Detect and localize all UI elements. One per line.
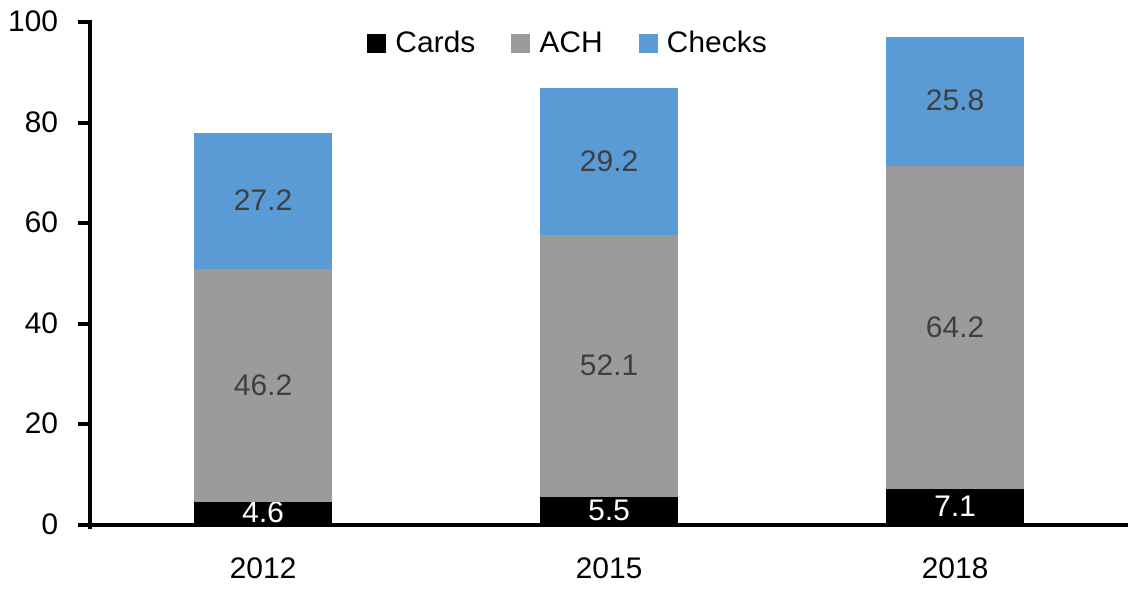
x-tick-label: 2012 xyxy=(229,552,297,585)
legend: Cards ACH Checks xyxy=(0,26,1134,60)
y-tick-label: 100 xyxy=(7,5,58,38)
legend-swatch-checks xyxy=(638,33,658,53)
bar-segment-ach-2018 xyxy=(886,166,1024,490)
legend-item-cards: Cards xyxy=(367,26,475,60)
legend-item-ach: ACH xyxy=(511,26,603,60)
bar-value-label-checks-2015: 29.2 xyxy=(579,144,639,178)
bar-value-label-checks-2012: 27.2 xyxy=(233,184,293,218)
bar-segment-ach-2012 xyxy=(194,269,332,502)
bar-segment-checks-2018 xyxy=(886,36,1024,167)
bar-value-label-ach-2015: 52.1 xyxy=(579,349,639,383)
x-tick-label: 2018 xyxy=(921,552,989,585)
bar-segment-ach-2015 xyxy=(540,235,678,498)
legend-label: Cards xyxy=(395,26,476,59)
legend-label: Checks xyxy=(666,26,767,59)
x-axis-line xyxy=(88,523,1128,527)
bar-segment-cards-2018 xyxy=(886,489,1024,525)
y-axis-line xyxy=(88,20,92,529)
y-tick-label: 0 xyxy=(41,508,58,541)
y-tick-mark xyxy=(78,20,90,24)
legend-swatch-cards xyxy=(367,33,387,53)
y-tick-label: 20 xyxy=(24,407,58,441)
x-tick-label: 2015 xyxy=(575,552,643,585)
y-tick-label: 40 xyxy=(24,306,58,340)
legend-label: ACH xyxy=(539,26,603,59)
bar-value-label-checks-2018: 25.8 xyxy=(925,84,985,118)
bar-segment-checks-2015 xyxy=(540,88,678,236)
bar-segment-checks-2012 xyxy=(194,132,332,270)
y-tick-mark xyxy=(78,422,90,427)
bar-value-label-ach-2012: 46.2 xyxy=(233,368,293,402)
y-tick-label: 80 xyxy=(24,105,58,139)
bar-value-label-ach-2018: 64.2 xyxy=(925,310,985,344)
bar-value-label-cards-2015: 5.5 xyxy=(588,494,630,528)
bar-segment-cards-2015 xyxy=(540,497,678,525)
y-tick-label: 60 xyxy=(24,206,58,240)
y-tick-mark xyxy=(78,523,90,527)
bar-value-label-cards-2018: 7.1 xyxy=(934,490,976,524)
y-tick-mark xyxy=(78,321,90,326)
legend-item-checks: Checks xyxy=(638,26,767,60)
y-tick-mark xyxy=(78,120,90,125)
bar-segment-cards-2012 xyxy=(194,501,332,525)
legend-swatch-ach xyxy=(511,33,531,53)
y-tick-mark xyxy=(78,221,90,226)
